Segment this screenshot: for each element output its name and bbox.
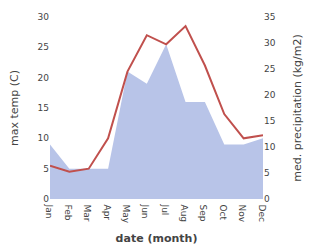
svg-text:Oct: Oct xyxy=(218,205,228,221)
svg-text:0: 0 xyxy=(43,194,49,204)
svg-text:15: 15 xyxy=(264,116,275,126)
svg-text:15: 15 xyxy=(38,103,49,113)
svg-text:max temp (C): max temp (C) xyxy=(8,70,21,146)
svg-text:Sep: Sep xyxy=(198,205,208,222)
svg-text:5: 5 xyxy=(264,168,270,178)
svg-text:Dec: Dec xyxy=(257,205,267,222)
svg-text:25: 25 xyxy=(264,64,275,74)
svg-text:Aug: Aug xyxy=(179,205,189,223)
svg-text:Jun: Jun xyxy=(140,204,150,219)
svg-text:10: 10 xyxy=(264,142,276,152)
svg-text:Feb: Feb xyxy=(63,205,73,221)
svg-text:May: May xyxy=(121,205,131,224)
svg-text:Jan: Jan xyxy=(44,204,54,219)
svg-text:25: 25 xyxy=(38,42,49,52)
svg-text:Jul: Jul xyxy=(160,204,170,216)
svg-text:med. precipitation (kg/m2): med. precipitation (kg/m2) xyxy=(291,34,304,182)
svg-text:date (month): date (month) xyxy=(116,232,198,245)
svg-text:5: 5 xyxy=(43,164,49,174)
svg-text:35: 35 xyxy=(264,12,275,22)
svg-text:10: 10 xyxy=(38,133,50,143)
svg-text:Mar: Mar xyxy=(82,205,92,222)
svg-text:30: 30 xyxy=(38,12,50,22)
svg-text:20: 20 xyxy=(38,73,50,83)
svg-text:Nov: Nov xyxy=(237,205,247,223)
svg-text:30: 30 xyxy=(264,38,276,48)
svg-text:Apr: Apr xyxy=(102,205,112,221)
svg-text:20: 20 xyxy=(264,90,276,100)
svg-text:0: 0 xyxy=(264,194,270,204)
